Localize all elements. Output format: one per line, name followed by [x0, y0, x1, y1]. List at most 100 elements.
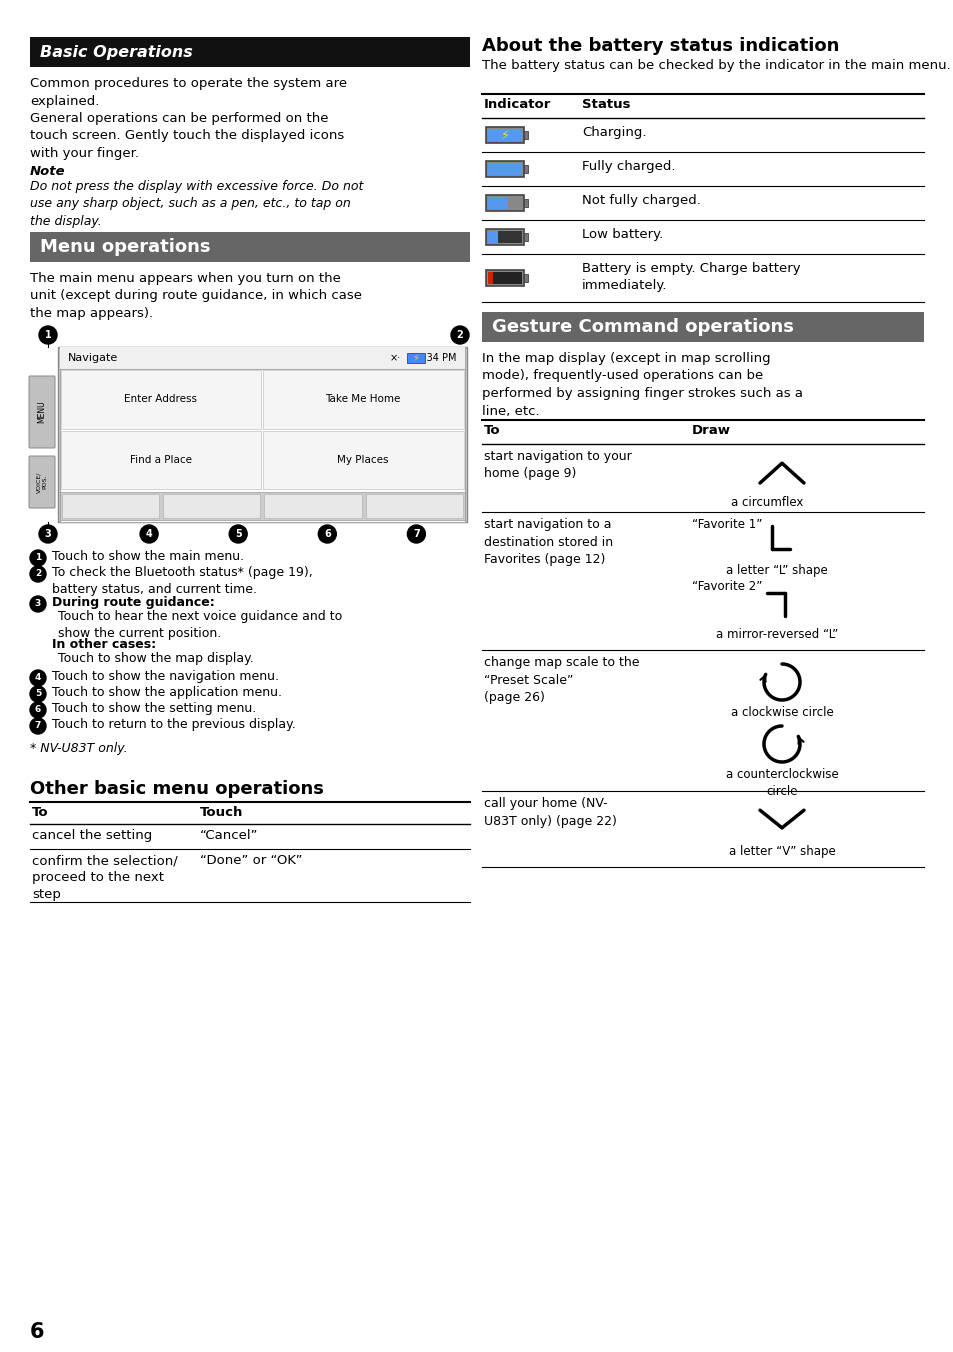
- Text: 1: 1: [45, 330, 51, 339]
- Circle shape: [30, 718, 46, 734]
- Text: To: To: [483, 425, 500, 437]
- Text: a circumflex: a circumflex: [730, 496, 802, 508]
- FancyBboxPatch shape: [485, 270, 523, 287]
- FancyBboxPatch shape: [263, 430, 463, 489]
- Text: Touch to show the setting menu.: Touch to show the setting menu.: [52, 702, 256, 715]
- Text: In the map display (except in map scrolling
mode), frequently-used operations ca: In the map display (except in map scroll…: [481, 352, 802, 418]
- Circle shape: [30, 671, 46, 685]
- Text: Touch to show the navigation menu.: Touch to show the navigation menu.: [52, 671, 278, 683]
- FancyBboxPatch shape: [29, 376, 55, 448]
- Text: Status: Status: [581, 97, 630, 111]
- Text: To check the Bluetooth status* (page 19),
battery status, and current time.: To check the Bluetooth status* (page 19)…: [52, 566, 313, 596]
- Circle shape: [451, 326, 469, 343]
- Circle shape: [30, 566, 46, 581]
- Text: Touch: Touch: [200, 806, 243, 819]
- Text: 1: 1: [35, 553, 41, 562]
- Text: “Done” or “OK”: “Done” or “OK”: [200, 854, 302, 867]
- Circle shape: [39, 326, 57, 343]
- FancyBboxPatch shape: [61, 370, 261, 429]
- Text: 2: 2: [456, 330, 463, 339]
- Text: a counterclockwise
circle: a counterclockwise circle: [725, 768, 838, 798]
- Text: Take Me Home: Take Me Home: [325, 395, 400, 404]
- FancyBboxPatch shape: [485, 161, 523, 177]
- FancyBboxPatch shape: [523, 274, 527, 283]
- Text: Gesture Command operations: Gesture Command operations: [492, 318, 793, 337]
- Circle shape: [30, 702, 46, 718]
- FancyBboxPatch shape: [481, 312, 923, 342]
- FancyBboxPatch shape: [62, 493, 159, 518]
- Text: Draw: Draw: [691, 425, 730, 437]
- Text: The battery status can be checked by the indicator in the main menu.: The battery status can be checked by the…: [481, 59, 950, 72]
- Text: start navigation to your
home (page 9): start navigation to your home (page 9): [483, 450, 631, 480]
- Text: 7: 7: [34, 722, 41, 730]
- FancyBboxPatch shape: [30, 37, 470, 68]
- Text: Note: Note: [30, 165, 66, 178]
- Circle shape: [318, 525, 336, 544]
- Text: 6: 6: [30, 1322, 45, 1343]
- Text: ⚡: ⚡: [412, 353, 419, 362]
- Text: Fully charged.: Fully charged.: [581, 160, 675, 173]
- FancyBboxPatch shape: [485, 228, 523, 245]
- Text: Common procedures to operate the system are
explained.
General operations can be: Common procedures to operate the system …: [30, 77, 347, 160]
- Text: Enter Address: Enter Address: [124, 395, 197, 404]
- Text: Touch to return to the previous display.: Touch to return to the previous display.: [52, 718, 295, 731]
- Text: change map scale to the
“Preset Scale”
(page 26): change map scale to the “Preset Scale” (…: [483, 656, 639, 704]
- Text: During route guidance:: During route guidance:: [52, 596, 214, 608]
- Text: “Favorite 2”: “Favorite 2”: [691, 580, 761, 594]
- Text: ×·: ×·: [389, 353, 400, 362]
- Text: confirm the selection/
proceed to the next
step: confirm the selection/ proceed to the ne…: [32, 854, 177, 900]
- Text: “Cancel”: “Cancel”: [200, 829, 258, 842]
- Text: 3: 3: [45, 529, 51, 539]
- Text: 5: 5: [35, 690, 41, 699]
- FancyBboxPatch shape: [523, 165, 527, 173]
- Text: Low battery.: Low battery.: [581, 228, 662, 241]
- Text: VOICE/
POS.: VOICE/ POS.: [36, 472, 48, 492]
- Text: Not fully charged.: Not fully charged.: [581, 193, 700, 207]
- Circle shape: [229, 525, 247, 544]
- FancyBboxPatch shape: [29, 456, 55, 508]
- Text: a clockwise circle: a clockwise circle: [730, 706, 833, 719]
- Text: a letter “L” shape: a letter “L” shape: [725, 564, 827, 577]
- FancyBboxPatch shape: [61, 430, 261, 489]
- Text: Charging.: Charging.: [581, 126, 646, 139]
- FancyBboxPatch shape: [60, 347, 464, 522]
- Text: 3: 3: [35, 599, 41, 608]
- Text: 4: 4: [34, 673, 41, 683]
- FancyBboxPatch shape: [488, 231, 497, 243]
- FancyBboxPatch shape: [485, 195, 523, 211]
- FancyBboxPatch shape: [488, 197, 508, 210]
- Text: 6: 6: [35, 706, 41, 714]
- Text: “Favorite 1”: “Favorite 1”: [691, 518, 761, 531]
- Text: Touch to show the map display.: Touch to show the map display.: [58, 652, 253, 665]
- Text: 4: 4: [146, 529, 152, 539]
- Text: a letter “V” shape: a letter “V” shape: [728, 845, 835, 859]
- FancyBboxPatch shape: [488, 164, 521, 174]
- Text: 6: 6: [324, 529, 331, 539]
- Text: The main menu appears when you turn on the
unit (except during route guidance, i: The main menu appears when you turn on t…: [30, 272, 361, 320]
- FancyBboxPatch shape: [488, 128, 521, 141]
- Text: 12:34 PM: 12:34 PM: [411, 353, 456, 362]
- FancyBboxPatch shape: [163, 493, 260, 518]
- Circle shape: [30, 596, 46, 612]
- FancyBboxPatch shape: [488, 272, 493, 284]
- Text: ⚡: ⚡: [500, 128, 509, 142]
- FancyBboxPatch shape: [488, 272, 521, 284]
- FancyBboxPatch shape: [60, 492, 464, 521]
- FancyBboxPatch shape: [523, 131, 527, 139]
- FancyBboxPatch shape: [58, 347, 467, 522]
- FancyBboxPatch shape: [365, 493, 462, 518]
- Text: 2: 2: [35, 569, 41, 579]
- Text: start navigation to a
destination stored in
Favorites (page 12): start navigation to a destination stored…: [483, 518, 613, 566]
- Text: Touch to show the application menu.: Touch to show the application menu.: [52, 685, 282, 699]
- FancyBboxPatch shape: [523, 199, 527, 207]
- Text: Touch to show the main menu.: Touch to show the main menu.: [52, 550, 244, 562]
- Text: Touch to hear the next voice guidance and to
show the current position.: Touch to hear the next voice guidance an…: [58, 610, 342, 639]
- FancyBboxPatch shape: [30, 233, 470, 262]
- Text: Find a Place: Find a Place: [130, 454, 192, 465]
- Text: Other basic menu operations: Other basic menu operations: [30, 780, 323, 798]
- Text: My Places: My Places: [337, 454, 389, 465]
- Circle shape: [140, 525, 158, 544]
- Text: To: To: [32, 806, 49, 819]
- Circle shape: [39, 525, 57, 544]
- FancyBboxPatch shape: [488, 231, 521, 243]
